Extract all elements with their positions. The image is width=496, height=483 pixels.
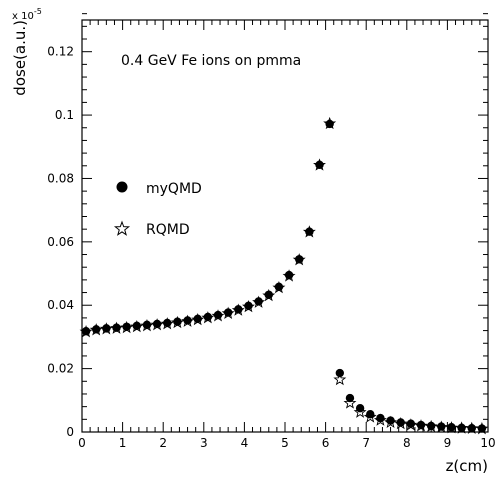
- legend-marker-myqmd: [116, 181, 128, 193]
- y-tick-label: 0.06: [47, 235, 74, 249]
- x-tick-label: 9: [444, 436, 452, 450]
- y-axis-label: dose(a.u.): [11, 20, 29, 96]
- myqmd-point: [345, 393, 355, 403]
- rqmd-point: [333, 372, 347, 386]
- x-tick-label: 6: [322, 436, 330, 450]
- myqmd-point: [376, 413, 385, 423]
- myqmd-point: [426, 421, 436, 431]
- x-tick-label: 4: [241, 436, 249, 450]
- plot-frame: [81, 19, 489, 433]
- myqmd-point: [102, 324, 111, 333]
- myqmd-point: [203, 312, 213, 322]
- myqmd-point: [416, 420, 426, 430]
- myqmd-point: [457, 423, 466, 433]
- y-axis-ticks: [82, 13, 488, 433]
- myqmd-point: [437, 422, 446, 431]
- data-markers: [79, 116, 489, 435]
- x-axis-ticks: [81, 20, 489, 432]
- myqmd-point: [183, 316, 192, 325]
- myqmd-point: [213, 310, 223, 320]
- x-tick-label: 10: [480, 436, 495, 450]
- myqmd-point: [335, 368, 345, 378]
- myqmd-point: [315, 160, 324, 170]
- x-tick-label: 0: [78, 436, 86, 450]
- myqmd-point: [223, 308, 233, 317]
- x-tick-label: 3: [200, 436, 208, 450]
- rqmd-point: [343, 396, 357, 409]
- myqmd-point: [325, 119, 334, 129]
- y-tick-label: 0: [66, 425, 74, 439]
- x-tick-label: 5: [281, 436, 289, 450]
- myqmd-point: [173, 317, 182, 326]
- y-tick-label: 0.02: [47, 362, 74, 376]
- myqmd-point: [274, 282, 284, 292]
- legend-marker-rqmd: [113, 220, 131, 236]
- myqmd-point: [447, 423, 456, 432]
- myqmd-point: [92, 325, 101, 334]
- myqmd-point: [366, 410, 375, 419]
- x-tick-label: 7: [362, 436, 370, 450]
- y-tick-label: 0.12: [47, 45, 74, 59]
- myqmd-point: [234, 305, 243, 314]
- myqmd-point: [112, 323, 121, 332]
- x-tick-label: 2: [159, 436, 167, 450]
- myqmd-point: [122, 322, 131, 331]
- myqmd-point: [193, 314, 202, 324]
- y-tick-label: 0.04: [47, 298, 74, 312]
- legend-label-rqmd: RQMD: [146, 222, 190, 238]
- y-tick-labels: 0 0.02 0.04 0.06 0.08 0.1 0.12: [47, 45, 74, 439]
- myqmd-point: [163, 318, 172, 328]
- y-tick-label: 0.1: [55, 108, 74, 122]
- myqmd-point: [284, 270, 294, 280]
- x-tick-labels: 0 1 2 3 4 5 6 7 8 9 10: [78, 436, 495, 450]
- myqmd-point: [386, 416, 395, 425]
- myqmd-point: [132, 321, 142, 331]
- legend-label-myqmd: myQMD: [146, 181, 202, 197]
- myqmd-point: [264, 290, 273, 299]
- y-axis-multiplier: x 10-5: [12, 7, 42, 22]
- myqmd-point: [355, 404, 365, 413]
- x-axis-label: z(cm): [446, 457, 488, 475]
- legend: myQMD RQMD: [113, 181, 202, 238]
- myqmd-point: [142, 320, 152, 330]
- myqmd-point: [305, 227, 314, 236]
- myqmd-point: [467, 423, 476, 433]
- y-tick-label: 0.08: [47, 171, 74, 185]
- chart-annotation: 0.4 GeV Fe ions on pmma: [121, 53, 301, 69]
- myqmd-point: [244, 301, 253, 311]
- x-tick-label: 8: [403, 436, 411, 450]
- myqmd-point: [81, 327, 91, 336]
- myqmd-point: [477, 424, 487, 433]
- myqmd-point: [406, 419, 416, 428]
- myqmd-point: [254, 297, 263, 306]
- myqmd-point: [295, 255, 304, 264]
- x-tick-label: 1: [119, 436, 127, 450]
- myqmd-point: [152, 319, 162, 329]
- myqmd-point: [396, 418, 405, 427]
- rqmd-point: [353, 405, 367, 418]
